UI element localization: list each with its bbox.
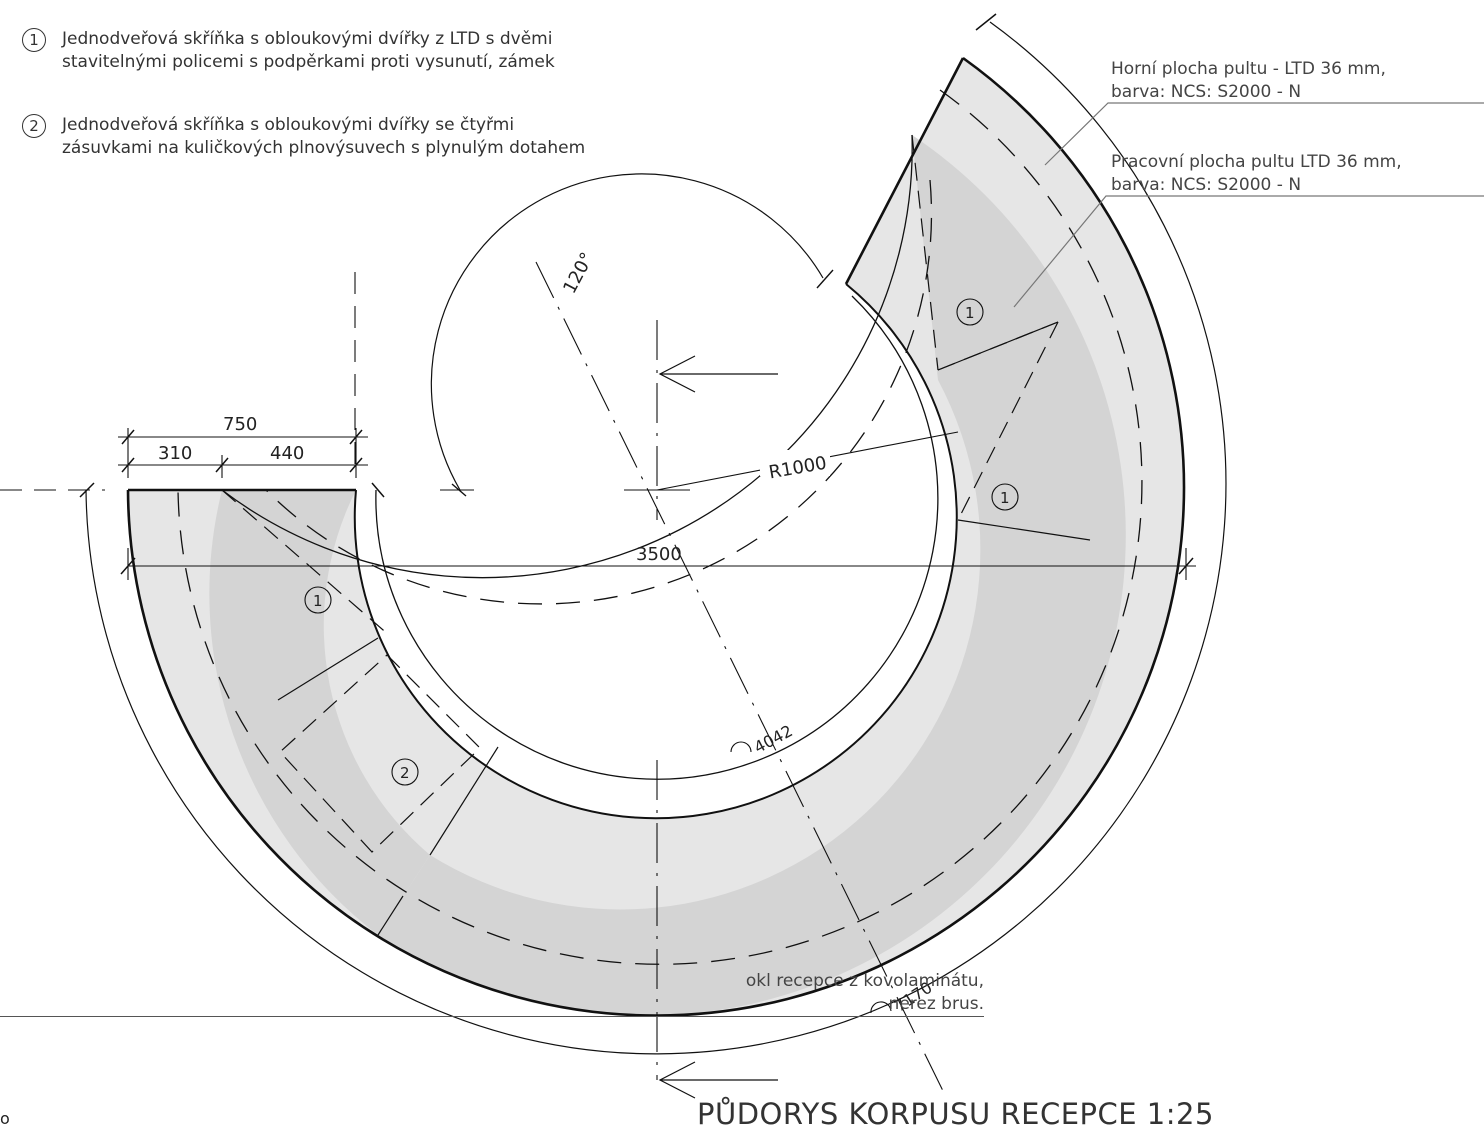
counter-outer-edge bbox=[126, 56, 1186, 1017]
dim-750: 750 bbox=[223, 414, 257, 435]
legend-2-line2: zásuvkami na kuličkových plnovýsuvech s … bbox=[62, 138, 586, 158]
section-arrow-top bbox=[658, 355, 778, 393]
drawing-title: PŮDORYS KORPUSU RECEPCE 1:25 bbox=[697, 1097, 1214, 1131]
note-top-surface: Horní plocha pultu - LTD 36 mm, barva: N… bbox=[1111, 59, 1386, 102]
cabinet-door-dashes bbox=[221, 134, 1059, 853]
inner-wall-line bbox=[375, 295, 939, 780]
angle-label: 120° bbox=[559, 249, 598, 297]
dim-440: 440 bbox=[270, 443, 304, 464]
angle-arc bbox=[430, 173, 824, 491]
note-work-surface: Pracovní plocha pultu LTD 36 mm, barva: … bbox=[1111, 152, 1402, 195]
legend-number-2: 2 bbox=[22, 114, 46, 138]
width-label: 3500 bbox=[636, 544, 682, 565]
svg-text:1: 1 bbox=[313, 592, 323, 610]
work-surface-boundary bbox=[221, 134, 913, 579]
legend-1-line1: Jednodveřová skříňka s obloukovými dvířk… bbox=[62, 29, 553, 49]
plinth-outline bbox=[85, 21, 1227, 1055]
inner-edge-strip bbox=[353, 283, 958, 820]
note-leaders bbox=[1013, 102, 1484, 308]
arc-inner-label: 4042 bbox=[751, 721, 796, 757]
cabinet-dividers bbox=[277, 321, 1091, 936]
counter-end-right bbox=[844, 57, 965, 285]
center-lines bbox=[0, 261, 946, 1096]
svg-text:2: 2 bbox=[400, 764, 410, 782]
legend-number-1: 1 bbox=[22, 28, 46, 52]
svg-text:1: 1 bbox=[965, 304, 975, 322]
top-left-dimensions bbox=[118, 428, 368, 478]
cabinet-marker-2: 2 bbox=[391, 758, 419, 786]
work-surface-band-left bbox=[209, 490, 430, 935]
dim-310: 310 bbox=[158, 443, 192, 464]
cabinet-marker-1c: 1 bbox=[304, 586, 332, 614]
work-surface-band bbox=[378, 135, 1126, 1016]
dashed-arc-inner bbox=[265, 179, 933, 605]
section-arrow-bottom bbox=[658, 1061, 778, 1099]
stray-mark: o bbox=[0, 1109, 10, 1128]
cabinet-marker-1a: 1 bbox=[956, 298, 984, 326]
cabinet-marker-1b: 1 bbox=[991, 483, 1019, 511]
svg-text:1: 1 bbox=[1000, 489, 1010, 507]
legend-2-line1: Jednodveřová skříňka s obloukovými dvířk… bbox=[62, 115, 515, 135]
legend-1-line2: stavitelnými policemi s podpěrkami proti… bbox=[62, 52, 555, 72]
dashed-arc-outer bbox=[177, 89, 1143, 965]
